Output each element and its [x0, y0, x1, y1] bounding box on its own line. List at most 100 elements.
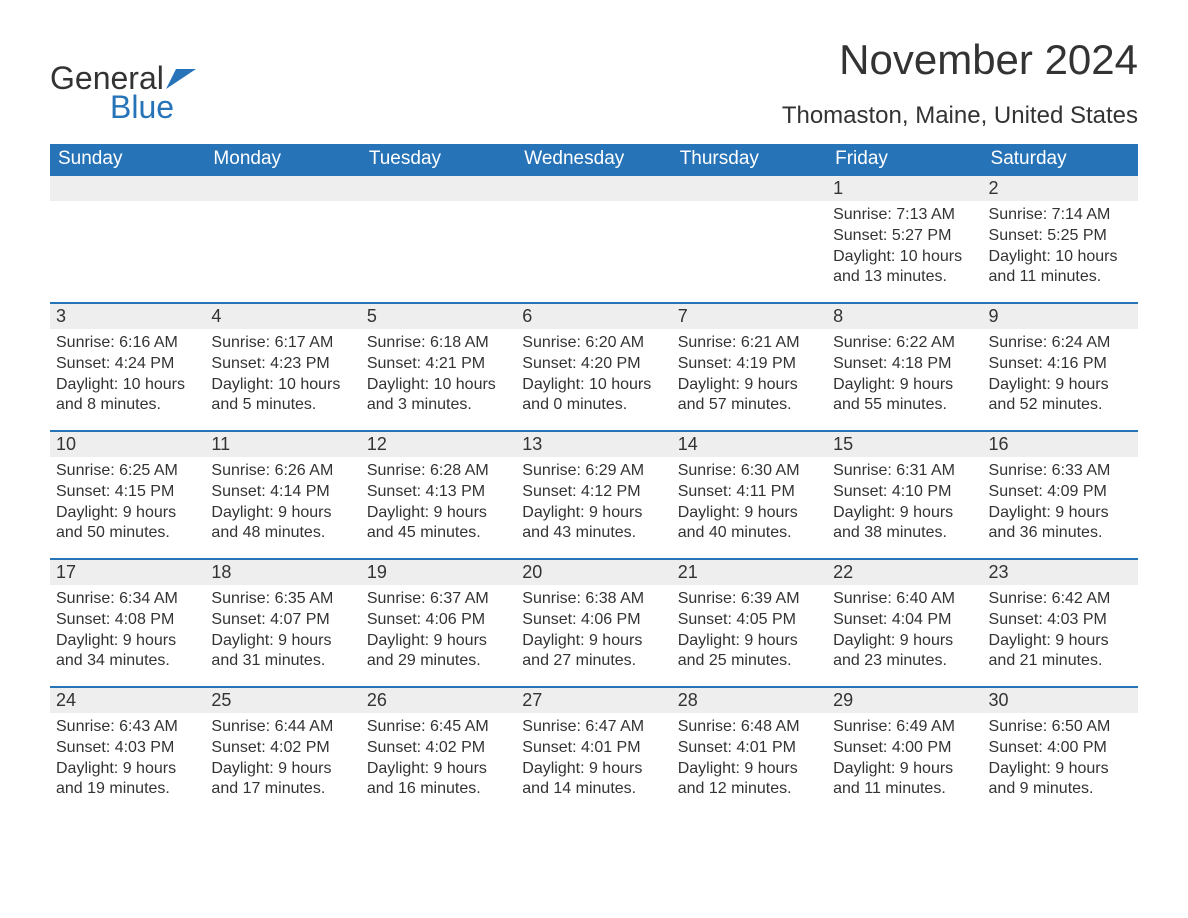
day-number: 16	[983, 432, 1138, 457]
day-number: 11	[205, 432, 360, 457]
daylight2-text: and 12 minutes.	[678, 779, 821, 800]
day-cell: 9Sunrise: 6:24 AMSunset: 4:16 PMDaylight…	[983, 303, 1138, 431]
daylight1-text: Daylight: 9 hours	[211, 503, 354, 524]
day-number: 23	[983, 560, 1138, 585]
sunset-text: Sunset: 4:18 PM	[833, 354, 976, 375]
sunset-text: Sunset: 4:02 PM	[211, 738, 354, 759]
day-cell: 17Sunrise: 6:34 AMSunset: 4:08 PMDayligh…	[50, 559, 205, 687]
daylight1-text: Daylight: 9 hours	[833, 631, 976, 652]
sunrise-text: Sunrise: 6:47 AM	[522, 717, 665, 738]
day-cell: 1Sunrise: 7:13 AMSunset: 5:27 PMDaylight…	[827, 175, 982, 303]
day-content: Sunrise: 6:48 AMSunset: 4:01 PMDaylight:…	[672, 713, 827, 804]
daylight1-text: Daylight: 10 hours	[56, 375, 199, 396]
sunset-text: Sunset: 4:23 PM	[211, 354, 354, 375]
sunset-text: Sunset: 4:09 PM	[989, 482, 1132, 503]
daylight1-text: Daylight: 9 hours	[56, 759, 199, 780]
day-number: 8	[827, 304, 982, 329]
day-number: 29	[827, 688, 982, 713]
day-header: Friday	[827, 144, 982, 175]
daylight1-text: Daylight: 9 hours	[56, 503, 199, 524]
sunrise-text: Sunrise: 6:20 AM	[522, 333, 665, 354]
daylight2-text: and 9 minutes.	[989, 779, 1132, 800]
day-number: 5	[361, 304, 516, 329]
sunrise-text: Sunrise: 6:16 AM	[56, 333, 199, 354]
day-content: Sunrise: 6:33 AMSunset: 4:09 PMDaylight:…	[983, 457, 1138, 548]
daylight2-text: and 36 minutes.	[989, 523, 1132, 544]
day-content: Sunrise: 6:21 AMSunset: 4:19 PMDaylight:…	[672, 329, 827, 420]
sunset-text: Sunset: 4:07 PM	[211, 610, 354, 631]
sunset-text: Sunset: 4:13 PM	[367, 482, 510, 503]
day-cell	[361, 175, 516, 303]
day-content: Sunrise: 6:25 AMSunset: 4:15 PMDaylight:…	[50, 457, 205, 548]
sunrise-text: Sunrise: 6:25 AM	[56, 461, 199, 482]
sunrise-text: Sunrise: 6:30 AM	[678, 461, 821, 482]
daylight2-text: and 43 minutes.	[522, 523, 665, 544]
daylight2-text: and 0 minutes.	[522, 395, 665, 416]
day-header: Tuesday	[361, 144, 516, 175]
daylight1-text: Daylight: 9 hours	[367, 631, 510, 652]
day-content: Sunrise: 6:26 AMSunset: 4:14 PMDaylight:…	[205, 457, 360, 548]
day-number	[205, 176, 360, 201]
day-header-row: SundayMondayTuesdayWednesdayThursdayFrid…	[50, 144, 1138, 175]
day-content: Sunrise: 6:18 AMSunset: 4:21 PMDaylight:…	[361, 329, 516, 420]
sunset-text: Sunset: 4:06 PM	[367, 610, 510, 631]
day-cell: 5Sunrise: 6:18 AMSunset: 4:21 PMDaylight…	[361, 303, 516, 431]
sunrise-text: Sunrise: 6:43 AM	[56, 717, 199, 738]
day-content: Sunrise: 6:50 AMSunset: 4:00 PMDaylight:…	[983, 713, 1138, 804]
day-content: Sunrise: 6:29 AMSunset: 4:12 PMDaylight:…	[516, 457, 671, 548]
day-cell: 18Sunrise: 6:35 AMSunset: 4:07 PMDayligh…	[205, 559, 360, 687]
daylight1-text: Daylight: 9 hours	[833, 375, 976, 396]
daylight2-text: and 48 minutes.	[211, 523, 354, 544]
day-cell: 6Sunrise: 6:20 AMSunset: 4:20 PMDaylight…	[516, 303, 671, 431]
day-content: Sunrise: 6:35 AMSunset: 4:07 PMDaylight:…	[205, 585, 360, 676]
day-header: Monday	[205, 144, 360, 175]
sunrise-text: Sunrise: 6:33 AM	[989, 461, 1132, 482]
daylight2-text: and 14 minutes.	[522, 779, 665, 800]
day-cell: 14Sunrise: 6:30 AMSunset: 4:11 PMDayligh…	[672, 431, 827, 559]
daylight2-text: and 55 minutes.	[833, 395, 976, 416]
daylight2-text: and 25 minutes.	[678, 651, 821, 672]
sunrise-text: Sunrise: 7:14 AM	[989, 205, 1132, 226]
sunrise-text: Sunrise: 6:35 AM	[211, 589, 354, 610]
logo-text-blue: Blue	[110, 89, 196, 126]
sunrise-text: Sunrise: 6:24 AM	[989, 333, 1132, 354]
day-content: Sunrise: 6:40 AMSunset: 4:04 PMDaylight:…	[827, 585, 982, 676]
month-title: November 2024	[782, 36, 1138, 84]
day-content: Sunrise: 6:47 AMSunset: 4:01 PMDaylight:…	[516, 713, 671, 804]
day-cell: 13Sunrise: 6:29 AMSunset: 4:12 PMDayligh…	[516, 431, 671, 559]
daylight1-text: Daylight: 10 hours	[989, 247, 1132, 268]
day-number: 1	[827, 176, 982, 201]
day-cell: 29Sunrise: 6:49 AMSunset: 4:00 PMDayligh…	[827, 687, 982, 815]
daylight2-text: and 8 minutes.	[56, 395, 199, 416]
sunrise-text: Sunrise: 6:40 AM	[833, 589, 976, 610]
daylight1-text: Daylight: 9 hours	[989, 759, 1132, 780]
title-block: November 2024 Thomaston, Maine, United S…	[782, 36, 1138, 130]
sunset-text: Sunset: 4:01 PM	[522, 738, 665, 759]
day-number: 28	[672, 688, 827, 713]
day-cell: 15Sunrise: 6:31 AMSunset: 4:10 PMDayligh…	[827, 431, 982, 559]
day-cell: 11Sunrise: 6:26 AMSunset: 4:14 PMDayligh…	[205, 431, 360, 559]
day-header: Wednesday	[516, 144, 671, 175]
daylight2-text: and 11 minutes.	[833, 779, 976, 800]
sunrise-text: Sunrise: 6:34 AM	[56, 589, 199, 610]
daylight1-text: Daylight: 9 hours	[522, 503, 665, 524]
sunset-text: Sunset: 4:24 PM	[56, 354, 199, 375]
daylight2-text: and 16 minutes.	[367, 779, 510, 800]
day-number: 12	[361, 432, 516, 457]
day-number: 14	[672, 432, 827, 457]
sunrise-text: Sunrise: 6:31 AM	[833, 461, 976, 482]
sunrise-text: Sunrise: 6:44 AM	[211, 717, 354, 738]
day-content: Sunrise: 6:28 AMSunset: 4:13 PMDaylight:…	[361, 457, 516, 548]
sunrise-text: Sunrise: 6:42 AM	[989, 589, 1132, 610]
daylight2-text: and 31 minutes.	[211, 651, 354, 672]
daylight2-text: and 5 minutes.	[211, 395, 354, 416]
day-number: 30	[983, 688, 1138, 713]
sunset-text: Sunset: 4:15 PM	[56, 482, 199, 503]
day-number	[672, 176, 827, 201]
logo: General Blue	[50, 60, 196, 126]
day-content: Sunrise: 6:31 AMSunset: 4:10 PMDaylight:…	[827, 457, 982, 548]
sunset-text: Sunset: 4:02 PM	[367, 738, 510, 759]
day-cell	[205, 175, 360, 303]
day-number: 21	[672, 560, 827, 585]
sunrise-text: Sunrise: 6:50 AM	[989, 717, 1132, 738]
